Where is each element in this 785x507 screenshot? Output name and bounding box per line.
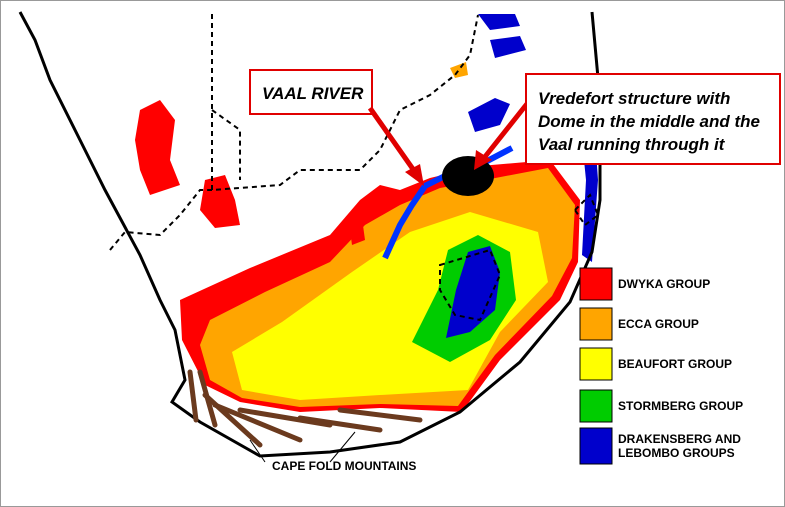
geology xyxy=(135,14,598,412)
legend-label: BEAUFORT GROUP xyxy=(618,357,732,371)
callout-text: Vredefort structure with xyxy=(538,89,730,108)
cape-fold-mountains xyxy=(187,369,423,448)
legend-swatch xyxy=(579,307,613,341)
arrow xyxy=(367,106,418,174)
callout-text: Dome in the middle and the xyxy=(538,112,760,131)
callout-text: Vaal running through it xyxy=(538,135,726,154)
legend-label: LEBOMBO GROUPS xyxy=(618,446,735,460)
legend-label: DRAKENSBERG AND xyxy=(618,432,741,446)
legend-swatch xyxy=(579,427,613,465)
callout-text: VAAL RIVER xyxy=(262,84,364,103)
legend-swatch xyxy=(579,347,613,381)
legend-label: DWYKA GROUP xyxy=(618,277,710,291)
leader-lines xyxy=(249,431,356,463)
legend-swatch xyxy=(579,267,613,301)
mountains-label: CAPE FOLD MOUNTAINS xyxy=(272,459,416,473)
arrow-head xyxy=(405,164,424,186)
arrow-head xyxy=(474,150,492,170)
callout-box xyxy=(249,69,373,115)
callout-box xyxy=(525,73,781,165)
arrow xyxy=(482,98,532,160)
legend-label: STORMBERG GROUP xyxy=(618,399,743,413)
callouts: VAAL RIVER Vredefort structure with Dome… xyxy=(249,69,781,186)
legend-label: ECCA GROUP xyxy=(618,317,699,331)
legend: DWYKA GROUP ECCA GROUP BEAUFORT GROUP STORM… xyxy=(579,267,743,465)
legend-swatch xyxy=(579,389,613,423)
borders xyxy=(109,14,600,322)
